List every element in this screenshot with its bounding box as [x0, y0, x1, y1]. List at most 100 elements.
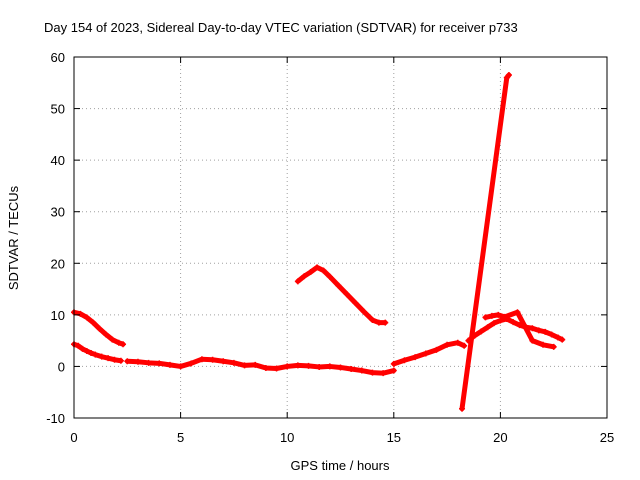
data-point: [380, 370, 387, 377]
series-baseline: [124, 356, 397, 377]
data-point: [375, 319, 382, 326]
data-point: [459, 405, 466, 412]
data-point: [111, 356, 118, 363]
data-point: [390, 360, 397, 367]
data-point: [98, 353, 105, 360]
data-point: [369, 369, 376, 376]
data-point: [514, 309, 521, 316]
data-point: [548, 331, 555, 338]
data-point: [120, 341, 127, 348]
y-tick-label: 10: [51, 308, 65, 323]
data-points: [71, 72, 566, 412]
data-point: [305, 362, 312, 369]
y-tick-label: 20: [51, 256, 65, 271]
data-point: [177, 363, 184, 370]
series-early-decay-upper: [71, 309, 127, 348]
data-point: [444, 341, 451, 348]
data-point: [529, 337, 536, 344]
y-axis-label: SDTVAR / TECUs: [6, 185, 21, 290]
data-point: [422, 350, 429, 357]
data-point: [491, 320, 498, 327]
data-point: [88, 350, 95, 357]
data-point: [505, 72, 512, 79]
plot-frame: [73, 56, 608, 419]
data-point: [352, 299, 359, 306]
data-point: [337, 364, 344, 371]
data-point: [461, 342, 468, 349]
data-point: [166, 361, 173, 368]
x-tick-label: 25: [600, 430, 614, 445]
data-point: [198, 356, 205, 363]
data-point: [284, 363, 291, 370]
data-point: [433, 346, 440, 353]
series-band: [459, 72, 512, 412]
data-point: [188, 360, 195, 367]
data-point: [83, 314, 90, 321]
data-point: [115, 339, 122, 346]
data-point: [326, 363, 333, 370]
data-point: [348, 366, 355, 373]
data-point: [540, 341, 547, 348]
data-point: [273, 365, 280, 372]
data-point: [156, 360, 163, 367]
y-tick-label: 0: [58, 359, 65, 374]
data-point: [96, 325, 103, 332]
data-point: [343, 291, 350, 298]
data-point: [358, 367, 365, 374]
y-tick-label: 40: [51, 153, 65, 168]
data-point: [390, 367, 397, 374]
y-tick-label: 60: [51, 50, 65, 65]
y-tick-labels: -10 0 10 20 30 40 50 60: [46, 50, 65, 426]
data-point: [316, 363, 323, 370]
data-point: [294, 278, 301, 285]
data-point: [145, 359, 152, 366]
series-band: [465, 316, 565, 344]
series-band: [295, 264, 388, 326]
data-point: [220, 358, 227, 365]
data-point: [550, 343, 557, 350]
data-point: [529, 325, 536, 332]
data-point: [559, 336, 566, 343]
data-point: [412, 354, 419, 361]
x-tick-label: 20: [493, 430, 507, 445]
data-point: [478, 328, 485, 335]
series-recovery: [390, 339, 468, 367]
data-point: [230, 359, 237, 366]
data-point: [497, 317, 504, 324]
series-outliers: [459, 72, 512, 412]
data-point: [90, 319, 97, 326]
x-axis-label: GPS time / hours: [291, 458, 390, 473]
chart-title: Day 154 of 2023, Sidereal Day-to-day VTE…: [44, 20, 518, 35]
data-point: [454, 339, 461, 346]
data-point: [501, 313, 508, 320]
data-point: [109, 336, 116, 343]
data-point: [542, 328, 549, 335]
data-point: [92, 351, 99, 358]
y-tick-label: -10: [46, 411, 65, 426]
data-point: [209, 356, 216, 363]
data-point: [360, 308, 367, 315]
data-point: [326, 273, 333, 280]
x-tick-label: 5: [177, 430, 184, 445]
x-tick-label: 15: [387, 430, 401, 445]
data-point: [495, 311, 502, 318]
data-point: [117, 357, 124, 364]
series-band: [124, 356, 397, 376]
y-tick-label: 50: [51, 102, 65, 117]
data-point: [307, 269, 314, 276]
data-point: [75, 342, 82, 349]
data-point: [401, 357, 408, 364]
data-point: [482, 314, 489, 321]
data-point: [134, 358, 141, 365]
data-point: [382, 319, 389, 326]
series-late-rise: [465, 315, 566, 344]
x-tick-label: 10: [280, 430, 294, 445]
data-point: [294, 362, 301, 369]
data-point: [77, 310, 84, 317]
data-point: [510, 319, 517, 326]
series-early-decay-lower: [71, 341, 124, 364]
axis-ticks: [73, 56, 608, 419]
x-tick-labels: 0 5 10 15 20 25: [70, 430, 614, 445]
data-point: [554, 334, 561, 341]
